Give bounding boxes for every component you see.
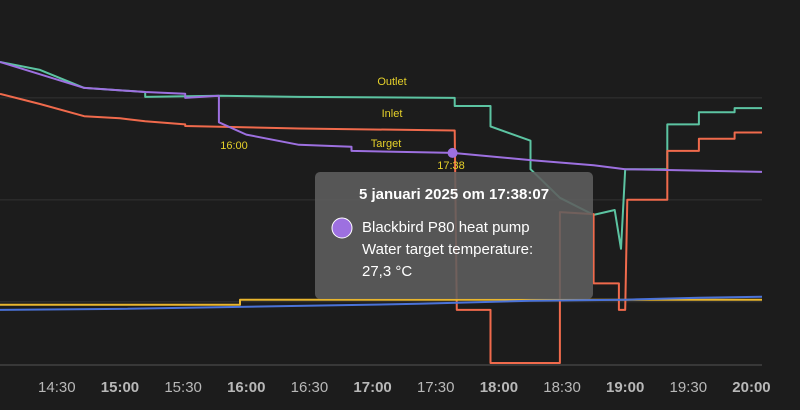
series-label: Target <box>371 138 402 150</box>
series-line <box>0 61 762 250</box>
tooltip-entity: Blackbird P80 heat pump <box>362 219 530 236</box>
series-line <box>0 61 763 173</box>
x-tick-label: 19:30 <box>670 379 708 396</box>
hover-point <box>447 147 458 158</box>
tooltip-swatch <box>331 217 353 239</box>
series-line <box>0 295 763 311</box>
x-tick-label: 18:00 <box>480 379 518 396</box>
x-tick-label: 15:00 <box>101 379 139 396</box>
x-tick-label: 14:30 <box>38 379 76 396</box>
series-label: Inlet <box>382 108 403 120</box>
series-line <box>0 298 762 306</box>
x-tick-label: 18:30 <box>543 379 581 396</box>
annotation: 17:38 <box>437 160 465 172</box>
x-ticks: 14:30 15:00 15:30 16:00 16:30 17:00 17:30 18:00… <box>38 379 771 396</box>
x-tick-label: 16:30 <box>291 379 329 396</box>
series-label: Outlet <box>377 76 406 88</box>
annotation: 16:00 <box>220 140 248 152</box>
x-tick-label: 16:00 <box>227 379 265 396</box>
x-tick-label: 20:00 <box>732 379 770 396</box>
tooltip: 5 januari 2025 om 17:38:07 Blackbird P80… <box>315 172 593 299</box>
x-tick-label: 15:30 <box>164 379 202 396</box>
x-tick-label: 17:30 <box>417 379 455 396</box>
tooltip-box <box>315 172 593 299</box>
x-tick-label: 17:00 <box>353 379 391 396</box>
tooltip-value: 27,3 °C <box>362 263 412 280</box>
tooltip-title: 5 januari 2025 om 17:38:07 <box>359 186 549 203</box>
x-tick-label: 19:00 <box>606 379 644 396</box>
tooltip-label: Water target temperature: <box>362 241 533 258</box>
